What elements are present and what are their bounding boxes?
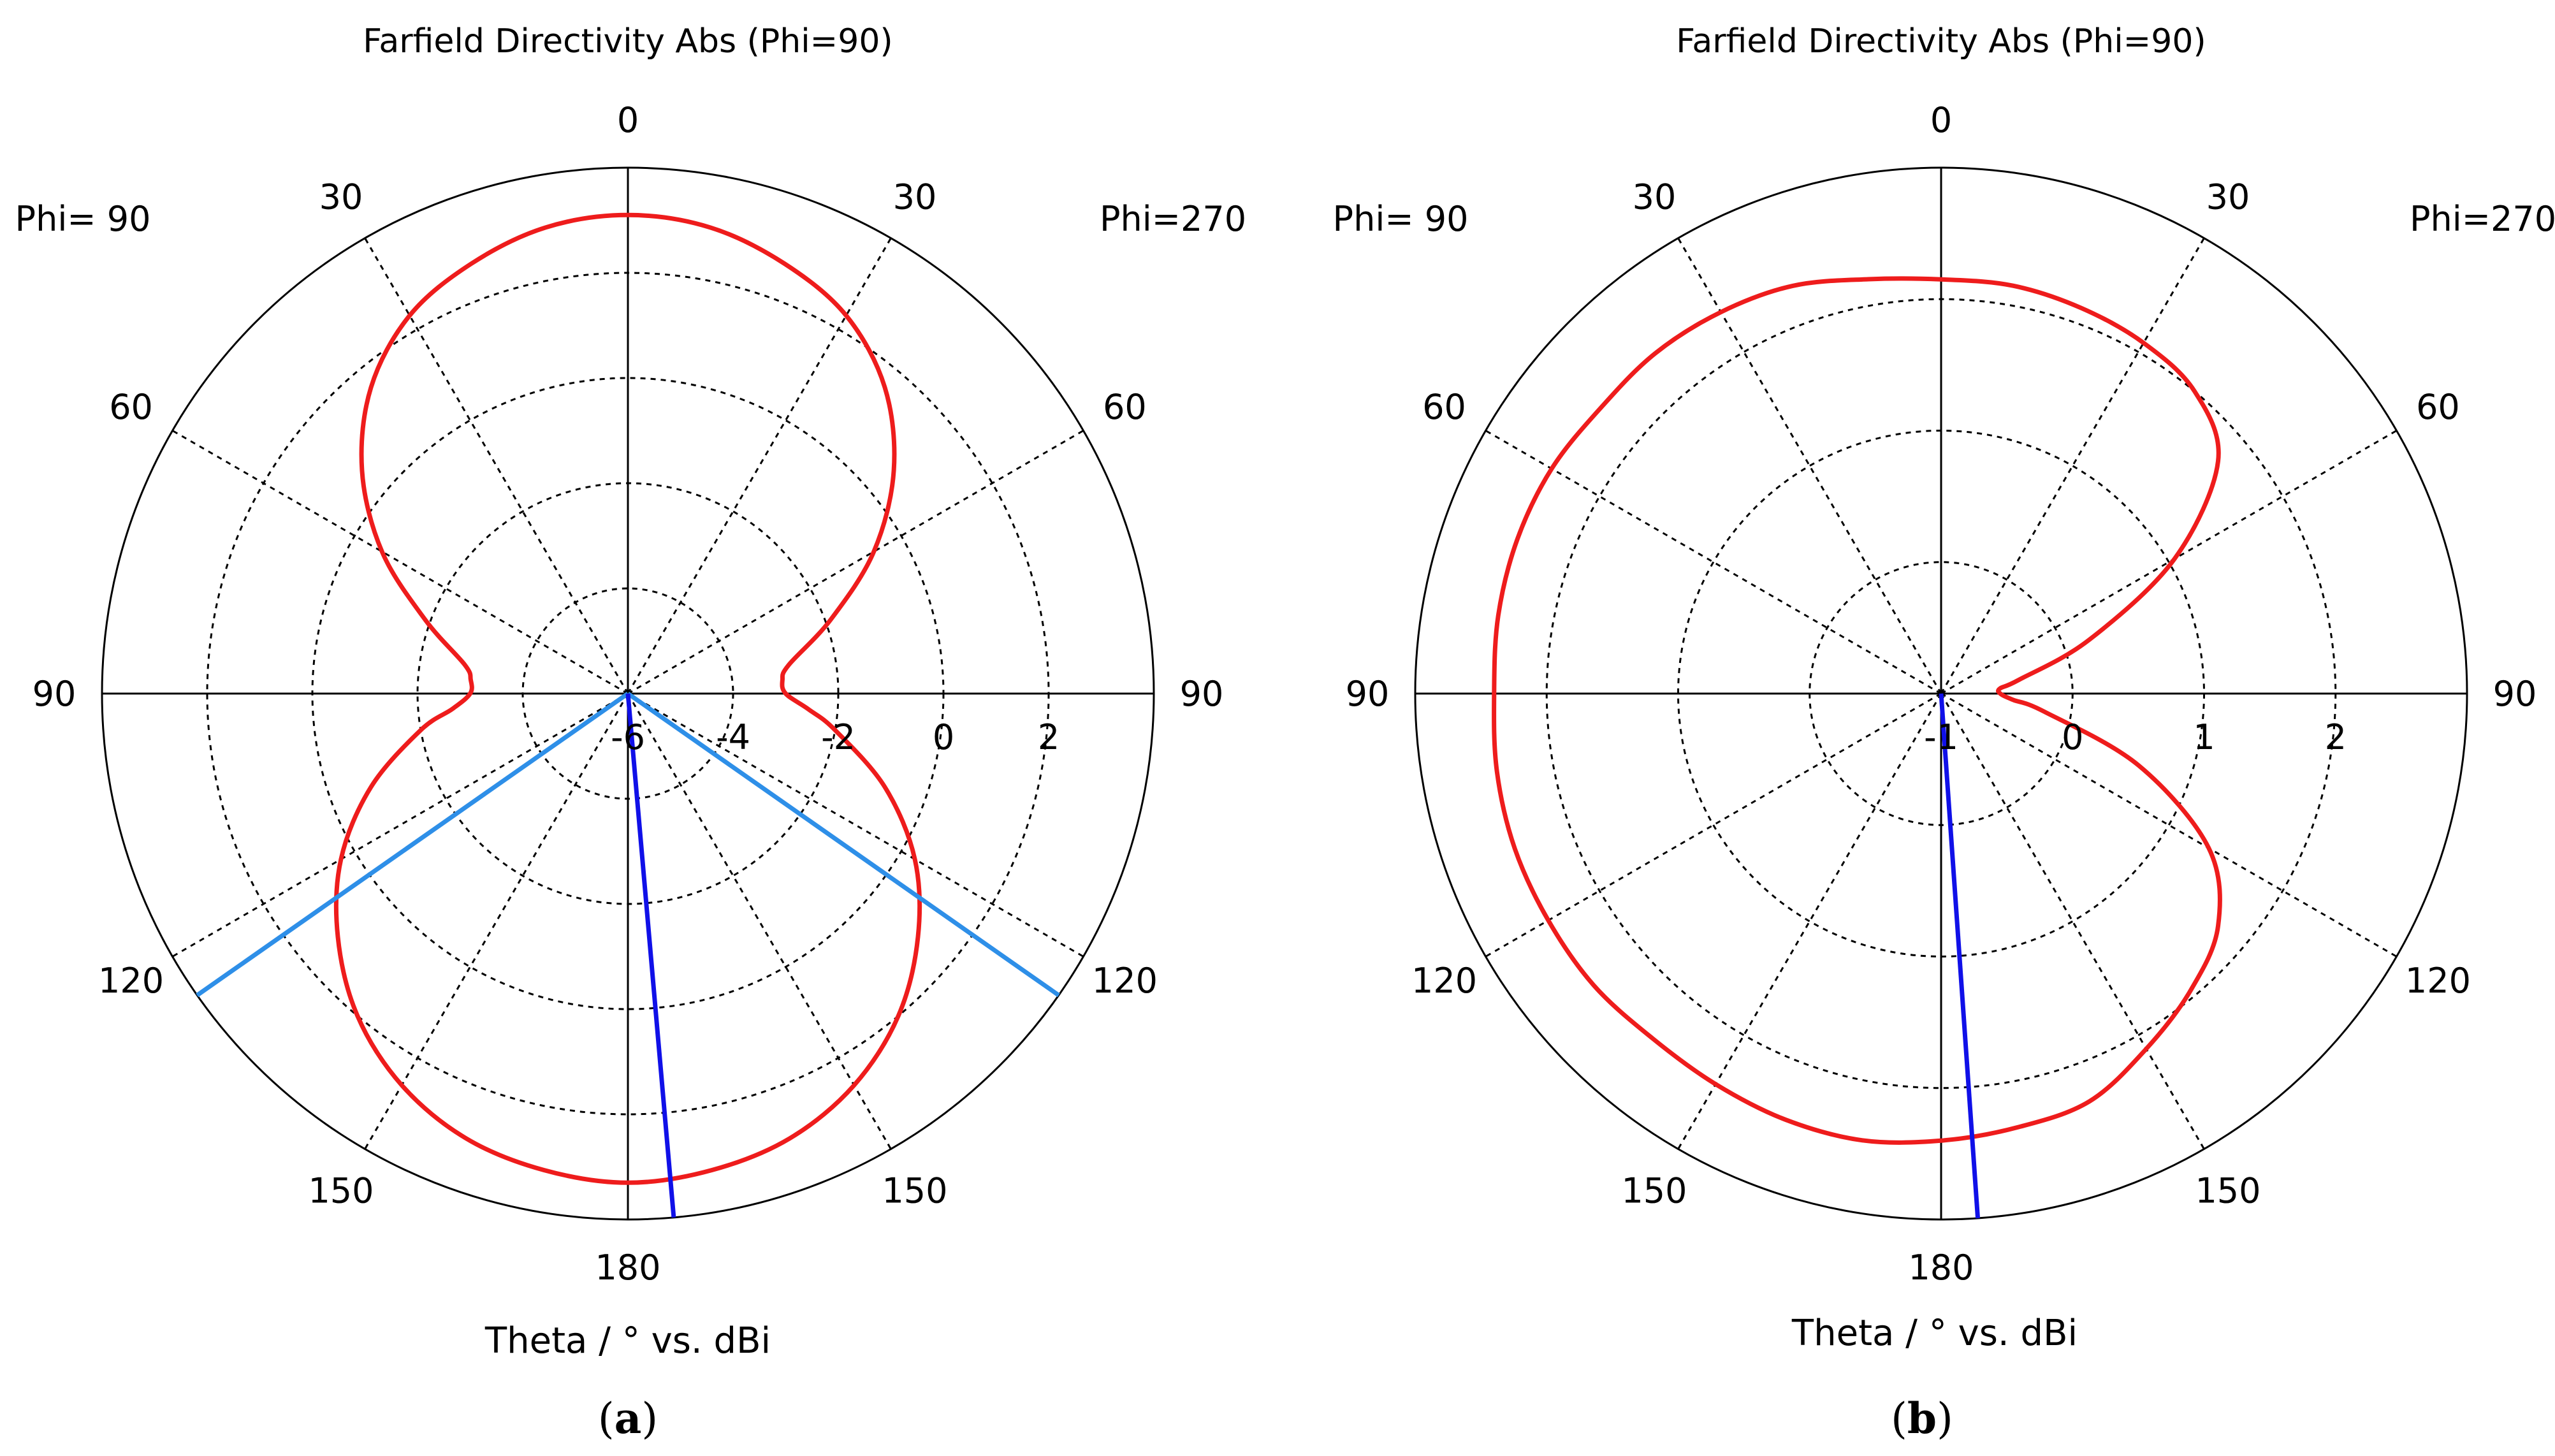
ring-gridline [311,377,945,1010]
radial-tick-label: 0 [933,717,954,757]
angle-tick-label: 150 [1621,1170,1687,1211]
main-lobe-line [625,693,676,1218]
chart-title: Farfield Directivity Abs (Phi=90) [363,22,892,61]
radial-tick-label: 0 [2062,717,2083,757]
panel-caption: (b) [1891,1394,1953,1443]
radial-gridline [364,237,629,694]
angle-tick-label: 30 [893,177,937,217]
angle-tick-label: 30 [2206,177,2250,217]
beamwidth-line [196,692,630,998]
angle-tick-label: 120 [98,961,164,1001]
angle-tick-label: 0 [617,100,639,140]
polar-grid [101,166,1155,1221]
chart-title: Farfield Directivity Abs (Phi=90) [1676,22,2206,61]
ring-gridline [521,587,734,800]
radial-gridline [627,430,1084,695]
angle-tick-label: 120 [2405,961,2471,1001]
polar-labels: 0 30 60 90 120 150 180 30 60 90 120 150 -1 0 1 2 [1346,100,2537,1288]
panel-caption: (a) [598,1394,658,1443]
angle-tick-label: 60 [2416,387,2460,427]
angle-tick-label: 0 [1930,100,1952,140]
angle-tick-label: 90 [33,674,76,714]
radial-gridline [627,237,892,694]
radial-gridline [171,692,629,957]
angle-tick-label: 60 [1103,387,1147,427]
radial-tick-label: -6 [611,717,645,757]
angle-tick-label: 60 [1422,387,1466,427]
angle-tick-label: 90 [2493,674,2537,714]
beamwidth-line [626,692,1060,998]
radial-gridline [364,693,629,1150]
angle-tick-label: 150 [2195,1170,2260,1211]
radial-tick-label: -2 [821,717,855,757]
radial-gridline [1940,693,2205,1150]
radial-tick-label: -1 [1924,717,1958,757]
angle-tick-label: 120 [1092,961,1158,1001]
angle-tick-label: 180 [595,1248,660,1288]
panel-letter: b [1907,1394,1937,1443]
polar-labels: 0 30 60 90 120 150 180 30 60 90 120 150 -6 -4 -2 0 2 [33,100,1224,1288]
polar-marks [1492,276,2222,1219]
polar-chart-b: Farfield Directivity Abs (Phi=90) Phi= 9… [1333,22,2555,1443]
radial-tick-label: 2 [1038,717,1059,757]
ring-gridline [206,272,1050,1116]
angle-tick-label: 90 [1346,674,1390,714]
main-lobe-line [1939,693,1981,1219]
angle-tick-label: 90 [1180,674,1224,714]
ring-gridline [1809,561,2074,826]
phi-left-label: Phi= 90 [1333,199,1469,239]
radial-gridline [1677,237,1942,694]
ring-gridline [1677,430,2205,957]
outer-circle [101,166,1155,1221]
directivity-trace [333,212,922,1185]
polar-marks [196,212,1060,1218]
radial-tick-label: 1 [2193,717,2215,757]
angle-tick-label: 30 [319,177,363,217]
angle-tick-label: 30 [1633,177,1677,217]
angle-tick-label: 60 [109,387,153,427]
radial-tick-label: -4 [716,717,750,757]
angle-tick-label: 150 [882,1170,947,1211]
angle-tick-label: 180 [1908,1248,1974,1288]
phi-left-label: Phi= 90 [15,199,151,239]
outer-circle [1414,166,2468,1221]
phi-right-label: Phi=270 [1100,199,1246,239]
radial-tick-label: 2 [2325,717,2347,757]
polar-chart-a: Farfield Directivity Abs (Phi=90) Phi= 9… [15,22,1247,1443]
directivity-trace [1492,276,2222,1145]
radial-gridline [1677,693,1942,1150]
x-axis-label: Theta / ° vs. dBi [484,1320,771,1362]
phi-right-label: Phi=270 [2410,199,2555,239]
radial-gridline [627,693,892,1150]
radial-gridline [171,430,629,695]
ring-gridline [1545,298,2337,1089]
angle-tick-label: 150 [308,1170,374,1211]
radial-gridline [627,692,1084,957]
panel-letter: a [615,1394,642,1443]
angle-tick-label: 120 [1411,961,1477,1001]
x-axis-label: Theta / ° vs. dBi [1791,1313,2078,1354]
ring-gridline [416,482,840,905]
